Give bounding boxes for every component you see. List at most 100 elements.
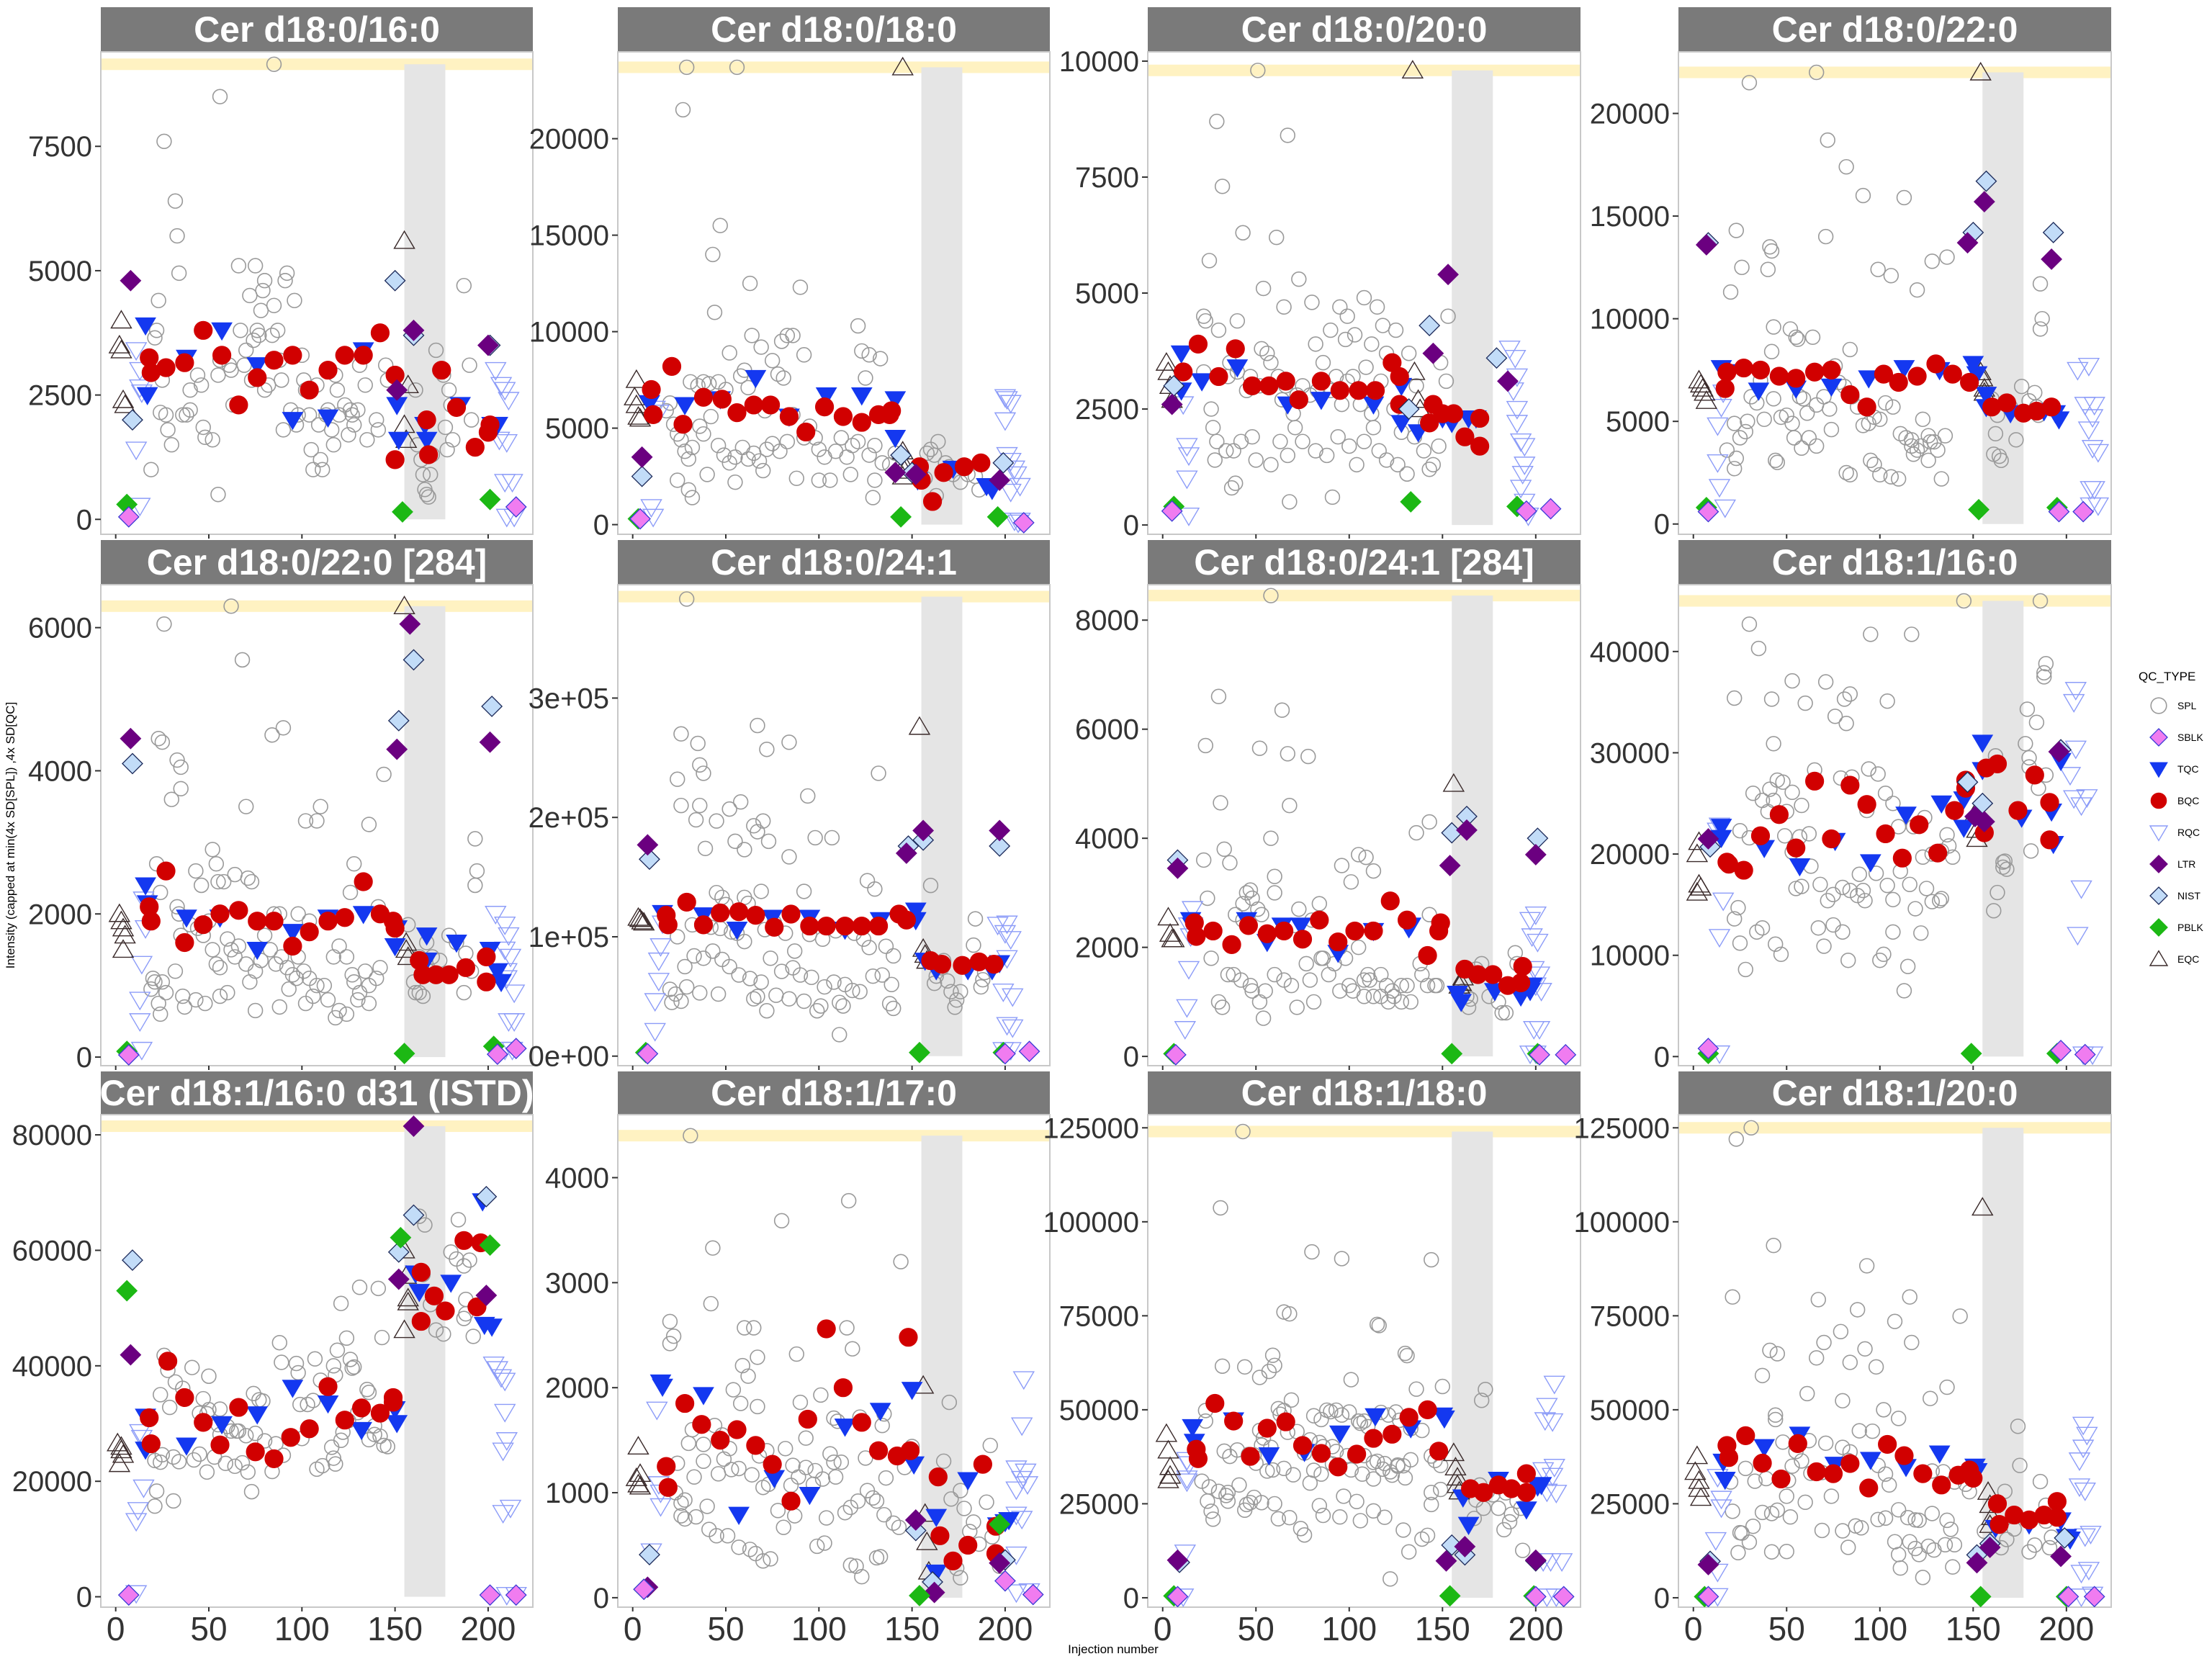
point-bqc: [1292, 930, 1313, 949]
point-tqc: [415, 431, 438, 451]
point-spl: [1810, 1292, 1826, 1308]
point-spl: [677, 958, 693, 975]
point-spl: [975, 971, 991, 988]
point-spl: [878, 938, 894, 954]
point-ltr: [1979, 1537, 2001, 1558]
point-eqc: [112, 939, 135, 958]
point-bqc: [1274, 921, 1294, 941]
point-spl: [307, 1351, 323, 1367]
point-spl: [1993, 452, 2009, 469]
point-spl: [732, 793, 749, 810]
point-spl: [456, 277, 472, 294]
point-spl: [1421, 462, 1437, 477]
y-tick-label: 2000: [1075, 932, 1139, 964]
point-spl: [1808, 438, 1825, 454]
point-spl: [240, 870, 256, 886]
point-spl: [1808, 1350, 1825, 1366]
legend-symbol-nist: [2149, 886, 2168, 905]
point-nist: [1485, 347, 1508, 369]
y-tick-label: 0: [1123, 510, 1139, 541]
point-nist: [122, 1249, 143, 1271]
point-tqc: [925, 1509, 948, 1527]
point-spl: [1196, 852, 1212, 868]
point-pblk: [1400, 490, 1422, 513]
point-spl: [215, 873, 232, 890]
point-spl: [247, 1425, 264, 1442]
point-spl: [227, 949, 243, 965]
point-bqc: [746, 1436, 765, 1455]
point-spl: [770, 366, 786, 382]
point-rqc: [1176, 999, 1198, 1018]
point-sblk: [117, 505, 140, 528]
point-rqc: [503, 1013, 526, 1033]
point-spl: [229, 1423, 245, 1439]
point-spl: [269, 323, 286, 338]
point-tqc: [1714, 1471, 1736, 1491]
point-ltr: [637, 834, 659, 856]
point-sblk: [1012, 512, 1035, 534]
y-tick-label: 6000: [1075, 714, 1139, 746]
point-spl: [1890, 1411, 1907, 1426]
point-spl: [1997, 853, 2013, 869]
point-spl: [1868, 866, 1884, 881]
point-rqc: [992, 984, 1015, 1002]
point-spl: [874, 967, 890, 983]
point-spl: [346, 417, 362, 433]
highlight-band: [1982, 72, 2024, 524]
point-spl: [1416, 443, 1432, 459]
point-spl: [731, 1460, 747, 1477]
point-spl: [1750, 640, 1767, 657]
y-tick-label: 15000: [529, 220, 609, 252]
point-spl: [212, 988, 228, 1004]
point-spl: [1315, 354, 1331, 371]
point-spl: [874, 1417, 890, 1434]
point-spl: [297, 813, 314, 829]
point-bqc: [1719, 1448, 1739, 1467]
point-spl: [1203, 1503, 1219, 1519]
point-bqc: [385, 919, 405, 938]
point-spl: [320, 992, 336, 1008]
point-spl: [817, 979, 832, 995]
point-spl: [1438, 373, 1455, 390]
point-spl: [1270, 1511, 1287, 1527]
point-spl: [1250, 63, 1266, 78]
point-spl: [351, 1280, 368, 1295]
y-tick-label: 1000: [545, 1478, 609, 1509]
point-bqc: [1289, 390, 1308, 410]
point-spl: [188, 992, 204, 1008]
point-spl: [1390, 1457, 1406, 1473]
point-spl: [333, 1432, 349, 1448]
point-spl: [346, 1359, 362, 1375]
point-bqc: [1205, 1393, 1225, 1413]
point-spl: [746, 991, 762, 1007]
point-spl: [1763, 243, 1780, 259]
point-eqc: [112, 917, 135, 937]
point-nist: [631, 465, 653, 487]
y-tick-label: 40000: [1590, 637, 1670, 668]
point-spl: [243, 1483, 260, 1500]
point-spl: [670, 929, 685, 945]
point-bqc: [156, 861, 176, 881]
point-rqc: [1528, 1021, 1551, 1040]
y-tick-label: 20000: [12, 1466, 92, 1498]
point-rqc: [129, 992, 151, 1011]
y-tick-label: 0: [1654, 1041, 1670, 1073]
point-rqc: [2064, 682, 2087, 701]
point-spl: [437, 419, 454, 436]
point-tqc: [1930, 795, 1953, 814]
point-tqc: [176, 909, 197, 928]
point-spl: [329, 382, 346, 398]
point-nist: [1441, 1534, 1463, 1556]
point-spl: [1885, 796, 1901, 811]
point-bqc: [781, 904, 801, 924]
y-tick-label: 5000: [1606, 406, 1670, 438]
point-spl: [871, 765, 886, 781]
point-spl: [290, 906, 306, 922]
point-spl: [967, 911, 984, 927]
point-spl: [1200, 1493, 1215, 1509]
point-spl: [845, 982, 860, 999]
point-spl: [1939, 249, 1955, 265]
point-spl: [1384, 1467, 1401, 1483]
legend-symbol-spl: [2150, 697, 2167, 714]
